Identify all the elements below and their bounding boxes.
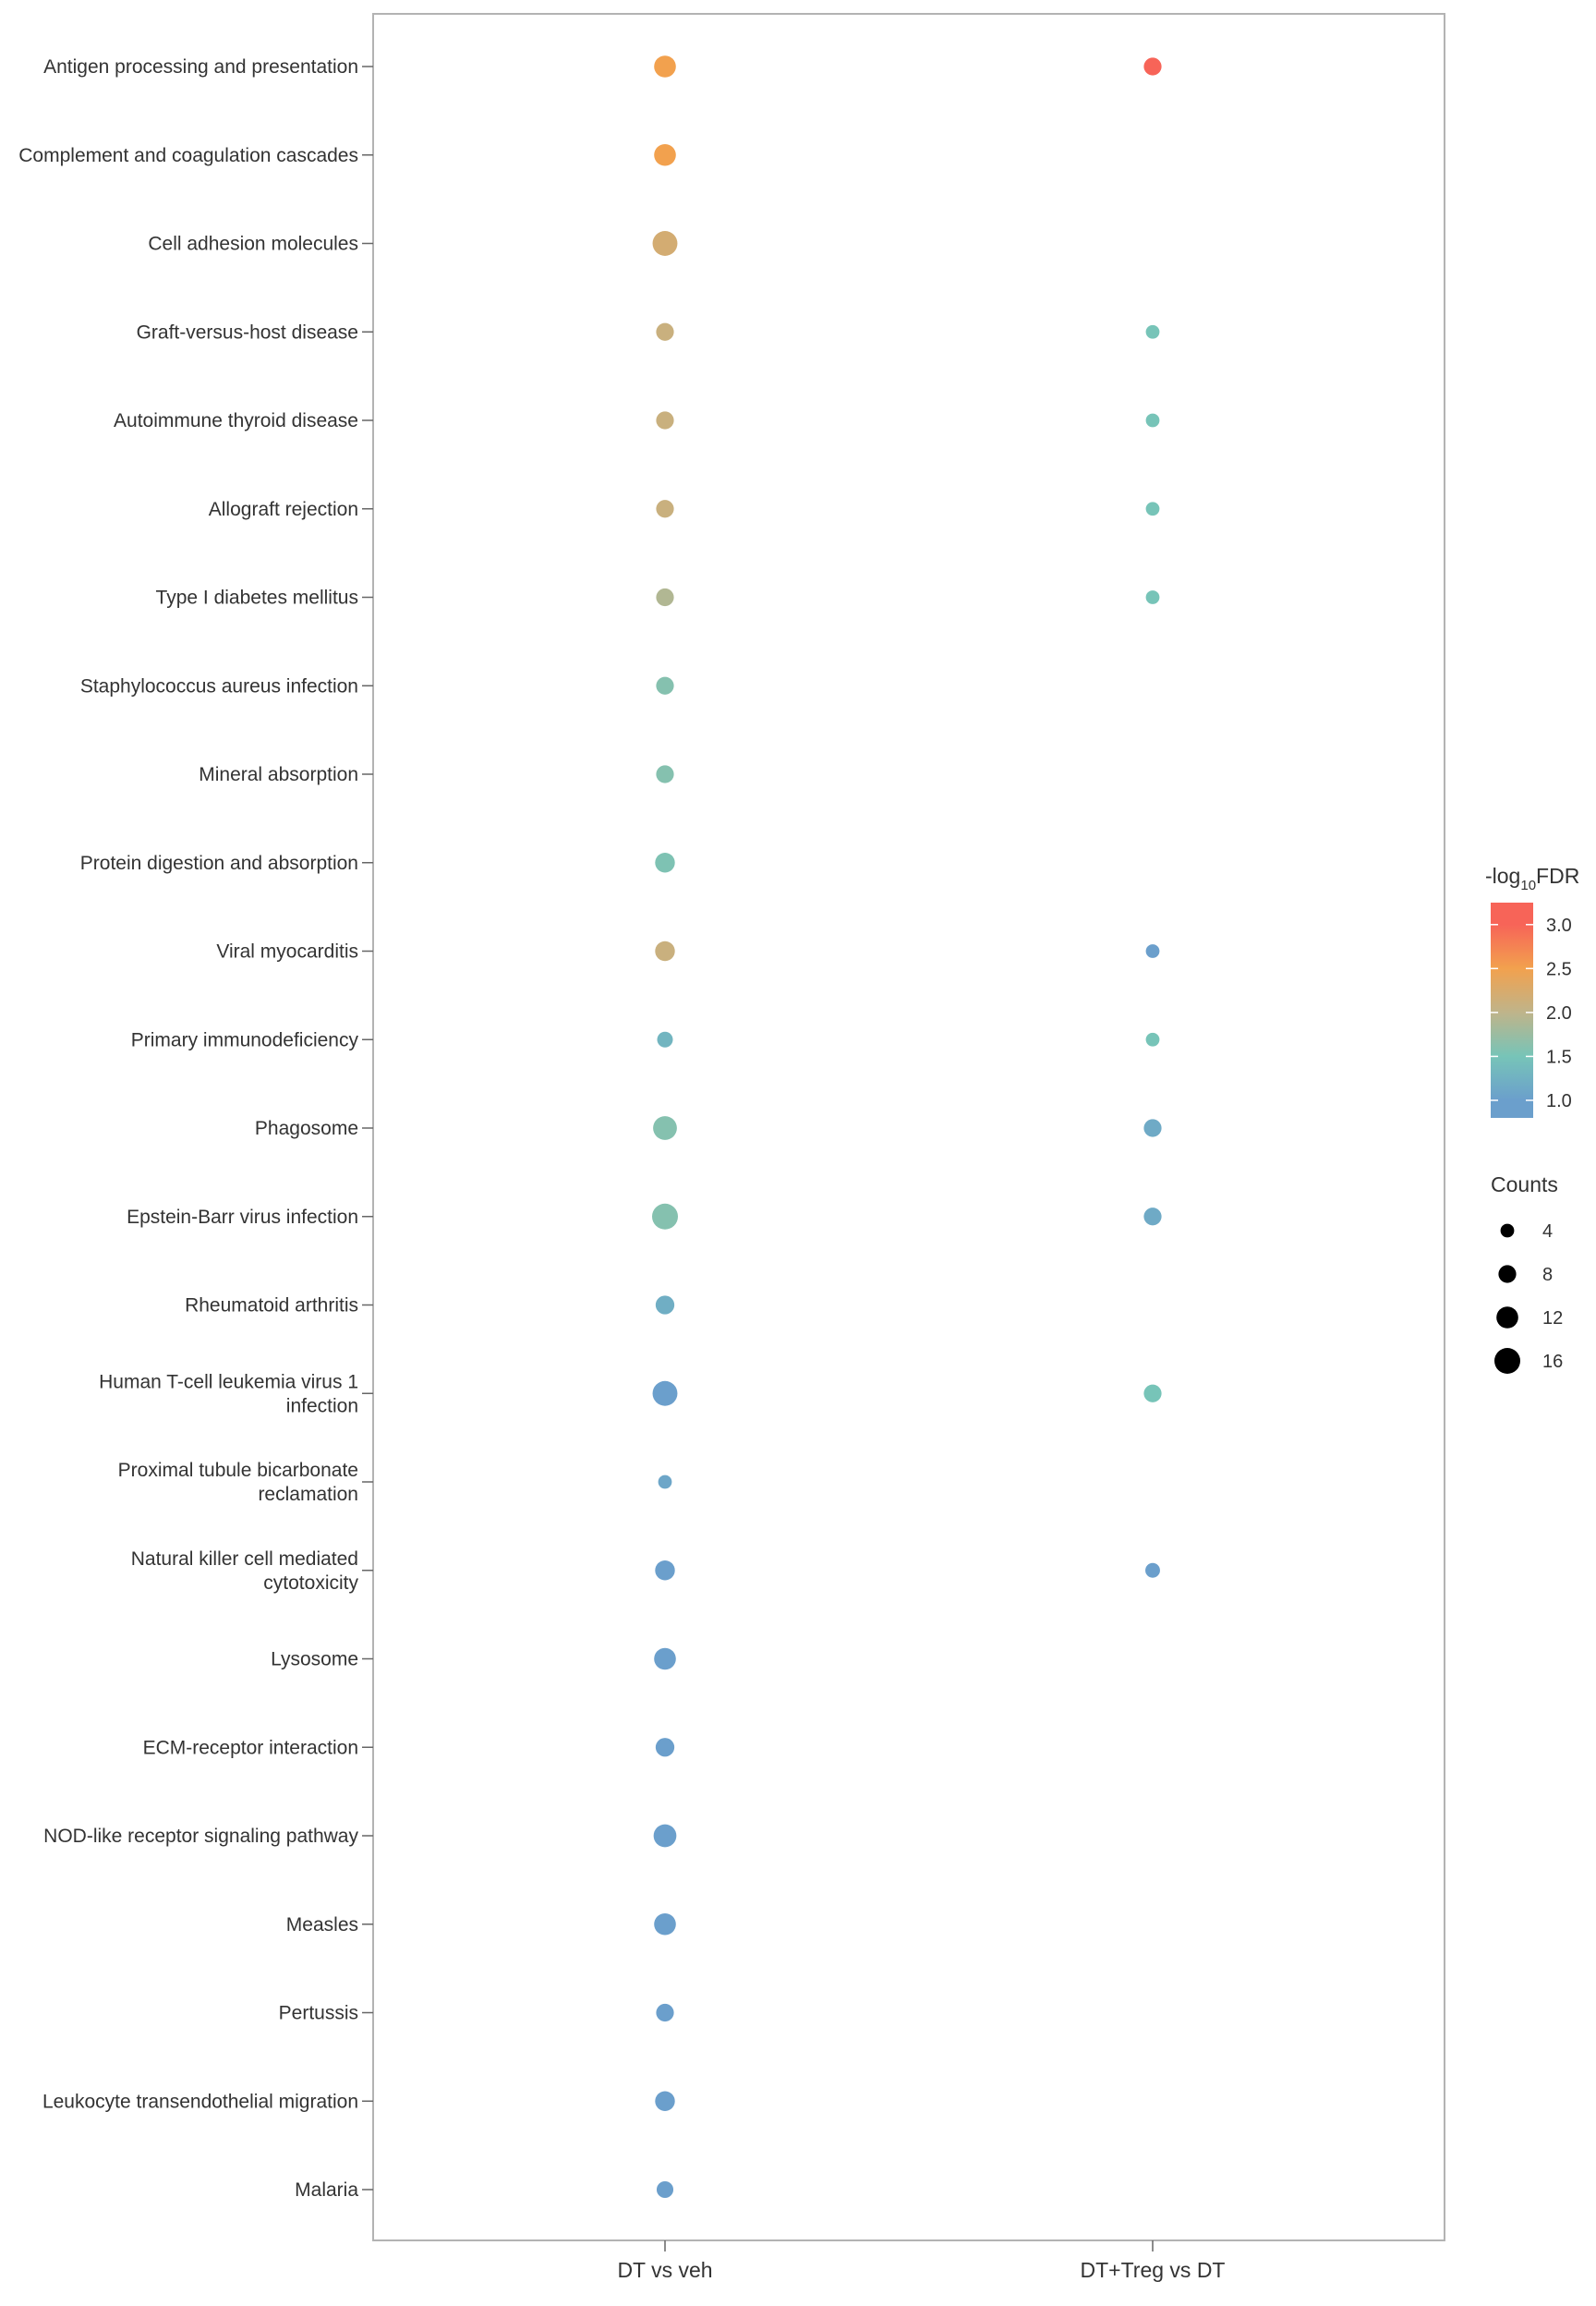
size-legend: Counts 4 8 12 16 [1491,1172,1563,1374]
data-point [654,143,676,166]
y-tick-label: Lysosome [271,1649,358,1670]
data-point [655,1560,675,1581]
data-point [655,853,675,873]
color-legend: -log10FDR 1.0 1.5 2.0 2.5 3.0 [1485,864,1579,1118]
data-point [656,411,674,430]
color-legend-label: 3.0 [1546,916,1572,936]
x-axis: DT vs veh DT+Treg vs DT [617,2240,1225,2282]
color-legend-label: 1.5 [1546,1047,1572,1067]
data-point [1145,1562,1160,1578]
y-tick-label: Viral myocarditis [216,941,358,963]
data-point [1145,324,1160,339]
y-tick-label: Phagosome [255,1118,358,1139]
data-point [652,231,678,256]
size-legend-label: 8 [1542,1265,1553,1285]
plot-panel [372,13,1445,2241]
size-legend-dot [1498,1265,1517,1283]
data-point [1145,590,1160,604]
data-point [655,1295,675,1315]
y-tick-label: Type I diabetes mellitus [156,588,358,609]
y-tick-label: Proximal tubule bicarbonate reclamation [118,1460,358,1505]
data-point [656,588,674,607]
data-point [652,1380,678,1406]
y-tick-label: Natural killer cell mediated cytotoxicity [131,1548,359,1594]
y-tick-label: ECM-receptor interaction [143,1737,358,1758]
data-point [1145,1032,1160,1047]
size-legend-label: 16 [1542,1352,1563,1372]
data-point [657,1031,673,1048]
data-point [653,1824,677,1848]
size-legend-dot [1494,1348,1520,1374]
y-tick-label: Complement and coagulation cascades [18,145,358,166]
y-tick-label: Graft-versus-host disease [137,322,358,343]
y-tick-label: Malaria [295,2179,358,2201]
data-point [1145,944,1160,958]
data-point [654,1912,676,1936]
data-point [1143,1119,1162,1137]
y-tick-label: Primary immunodeficiency [131,1029,359,1050]
data-point [658,1475,672,1489]
data-point [1143,57,1162,76]
x-tick-label: DT vs veh [617,2258,712,2282]
color-legend-label: 2.5 [1546,959,1572,979]
data-point [654,1647,676,1670]
y-tick-label: Pertussis [279,2003,358,2024]
data-points [652,55,1162,2199]
color-legend-bar [1491,903,1533,1118]
y-axis: Antigen processing and presentation Compl… [18,56,373,2201]
data-point [656,676,674,695]
size-legend-dot [1496,1306,1518,1329]
data-point [655,1738,675,1757]
y-tick-label: Autoimmune thyroid disease [114,410,358,431]
data-point [656,765,674,783]
y-tick-label: Epstein-Barr virus infection [127,1207,358,1228]
data-point [652,1203,678,1230]
y-tick-label: Leukocyte transendothelial migration [42,2091,358,2112]
y-tick-label: Cell adhesion molecules [148,234,358,255]
data-point [1145,502,1160,516]
y-tick-label: Rheumatoid arthritis [185,1295,358,1317]
size-legend-label: 4 [1542,1221,1553,1242]
data-point [654,55,676,78]
y-tick-label: Human T-cell leukemia virus 1 infection [99,1371,358,1416]
data-point [1145,413,1160,428]
size-legend-title: Counts [1491,1172,1558,1196]
data-point [655,2091,675,2111]
size-legend-dot [1500,1223,1515,1238]
data-point [1143,1208,1162,1226]
size-legend-label: 12 [1542,1308,1563,1329]
data-point [656,2003,674,2022]
x-tick-label: DT+Treg vs DT [1081,2258,1226,2282]
data-point [1143,1384,1162,1402]
data-point [656,500,674,518]
color-legend-label: 1.0 [1546,1091,1572,1111]
y-tick-label: NOD-like receptor signaling pathway [43,1826,358,1847]
y-tick-label: Allograft rejection [209,499,358,520]
y-tick-label: Mineral absorption [199,764,358,785]
y-tick-label: Measles [286,1914,358,1936]
data-point [656,2180,674,2199]
y-tick-label: Staphylococcus aureus infection [80,675,358,697]
data-point [655,941,675,962]
data-point [653,1116,677,1140]
color-legend-label: 2.0 [1546,1003,1572,1024]
y-tick-label: Antigen processing and presentation [43,56,358,78]
data-point [656,322,674,341]
y-tick-label: Protein digestion and absorption [80,853,358,874]
color-legend-title: -log10FDR [1485,864,1579,893]
